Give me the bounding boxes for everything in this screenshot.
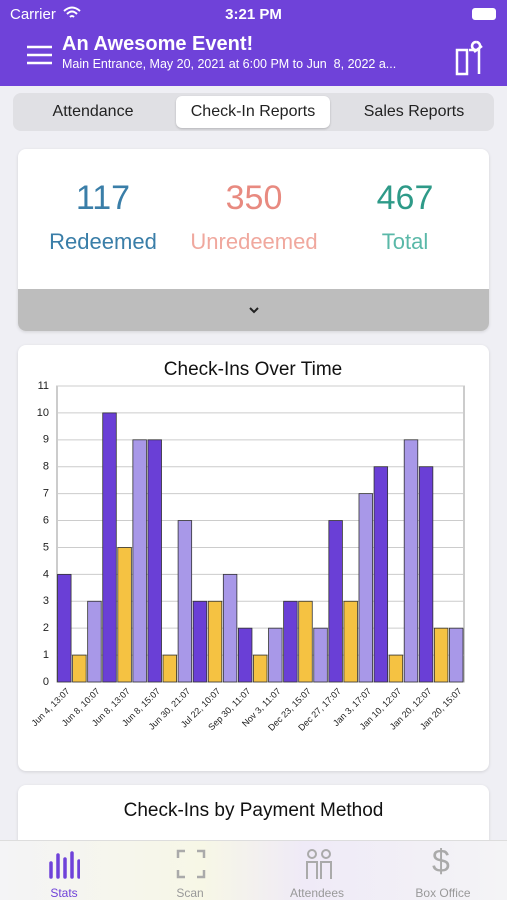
event-subtitle: Main Entrance, May 20, 2021 at 6:00 PM t… <box>62 57 397 71</box>
bar <box>358 493 373 683</box>
bar <box>328 520 343 683</box>
bar <box>418 466 434 683</box>
tab-label[interactable]: Attendees <box>289 886 345 900</box>
bar <box>177 520 193 683</box>
y-tick-label: 5 <box>43 541 49 553</box>
bar <box>268 627 283 683</box>
wifi-icon <box>63 6 81 18</box>
stat-value: 117 <box>75 179 131 217</box>
attendee-icon[interactable] <box>454 38 488 76</box>
bar <box>253 654 268 683</box>
bar <box>449 627 464 683</box>
stat-value: 467 <box>376 179 434 217</box>
bar <box>373 466 389 683</box>
stats-icon[interactable] <box>48 849 80 881</box>
tab-label[interactable]: Scan <box>176 886 204 900</box>
stat-label: Total <box>381 229 429 254</box>
tab-bar: $ Stats Scan Attendees Box Office <box>0 840 507 900</box>
bar <box>388 654 404 683</box>
bar <box>207 600 223 683</box>
bar <box>298 600 313 683</box>
bar <box>283 600 298 683</box>
y-tick-label: 7 <box>43 488 49 500</box>
bar <box>343 600 358 683</box>
bar <box>403 439 419 683</box>
chevron <box>249 307 259 314</box>
carrier: Carrier <box>10 6 56 23</box>
stat-label: Unredeemed <box>190 229 318 254</box>
stat-label: Redeemed <box>49 229 157 254</box>
tab-label[interactable]: Stats <box>50 886 78 900</box>
header: Carrier 3:21 PM An Awesome Event! Main E… <box>0 0 507 86</box>
segmented-control: Attendance Check-In Reports Sales Report… <box>13 93 494 131</box>
bar <box>147 439 162 683</box>
y-tick-label: 10 <box>37 407 49 419</box>
menu-button[interactable] <box>26 44 54 66</box>
bar <box>237 627 253 683</box>
bar <box>192 600 208 683</box>
card-title: Check-Ins by Payment Method <box>123 800 384 821</box>
bar <box>102 412 117 683</box>
y-tick-label: 3 <box>43 595 49 607</box>
y-tick-label: 8 <box>43 461 49 473</box>
box-office-icon[interactable]: $ <box>432 843 450 879</box>
event-title: An Awesome Event! <box>62 33 254 55</box>
bar <box>222 573 238 683</box>
stat-value: 350 <box>225 179 283 217</box>
battery <box>472 8 496 20</box>
bar <box>313 627 328 683</box>
bar <box>162 654 177 683</box>
time: 3:21 PM <box>225 6 282 23</box>
y-tick-label: 4 <box>43 568 49 580</box>
y-tick-label: 11 <box>38 380 49 392</box>
y-tick-label: 6 <box>43 514 49 526</box>
bar <box>72 654 87 683</box>
bar <box>433 627 449 683</box>
scan-icon[interactable] <box>176 849 206 879</box>
bar <box>57 573 72 683</box>
y-tick-label: 9 <box>43 434 49 446</box>
attendees-icon[interactable] <box>304 849 334 881</box>
tab-label[interactable]: Box Office <box>415 886 471 900</box>
y-tick-label: 1 <box>43 649 49 661</box>
y-tick-label: 2 <box>43 622 49 634</box>
chart-card: Check-Ins Over Time 0 1 2 3 4 5 6 7 8 9 10 11 Jun 4,… <box>18 345 489 771</box>
bar <box>132 439 147 683</box>
y-tick-label: 0 <box>43 676 49 688</box>
stats-card: 117 Redeemed 350 Unredeemed 467 Total <box>18 149 489 331</box>
chart-title: Check-Ins Over Time <box>164 359 342 380</box>
bar <box>117 547 132 683</box>
tab[interactable]: Sales Reports <box>363 103 465 120</box>
expand-bar[interactable] <box>18 289 489 331</box>
tab[interactable]: Attendance <box>52 103 134 120</box>
tab-selected[interactable]: Check-In Reports <box>176 96 330 128</box>
bar <box>87 600 102 683</box>
